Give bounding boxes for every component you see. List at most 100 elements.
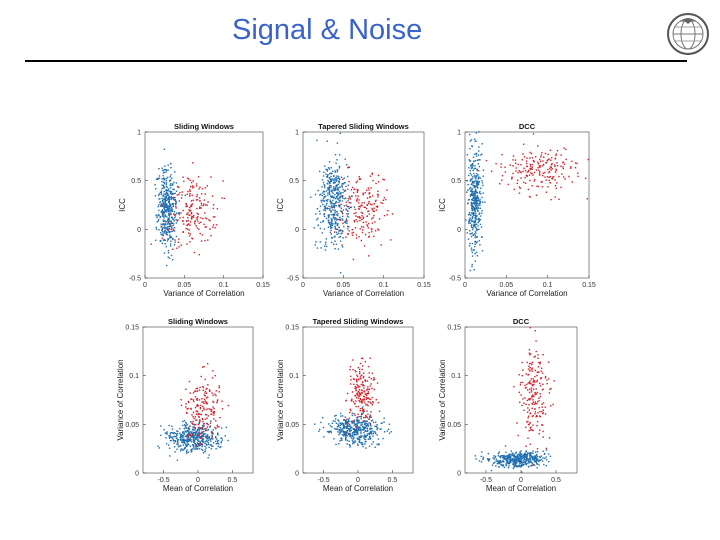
data-point-blue — [472, 190, 474, 193]
data-point-blue — [474, 203, 476, 206]
data-point-red — [178, 213, 180, 216]
data-point-red — [555, 154, 557, 157]
data-point-red — [194, 220, 197, 222]
data-point-red — [333, 231, 336, 233]
data-point-red — [499, 183, 501, 185]
data-point-blue — [474, 194, 476, 196]
data-point-blue — [163, 182, 166, 185]
data-point-blue — [166, 197, 168, 199]
data-point-blue — [351, 422, 353, 424]
data-point-blue — [479, 159, 481, 161]
data-point-blue — [179, 436, 182, 439]
data-point-blue — [154, 184, 156, 186]
data-point-red — [532, 403, 534, 405]
data-point-blue — [383, 421, 385, 423]
data-point-blue — [162, 226, 164, 229]
data-point-blue — [471, 145, 474, 148]
data-point-red — [363, 400, 365, 402]
data-point-blue — [343, 177, 345, 179]
data-point-blue — [162, 234, 164, 236]
data-point-blue — [197, 432, 200, 434]
data-point-red — [359, 398, 362, 401]
data-point-red — [372, 216, 374, 219]
data-point-blue — [356, 432, 358, 434]
data-point-red — [570, 166, 572, 168]
data-point-red — [542, 160, 544, 162]
data-point-blue — [157, 177, 159, 179]
data-point-blue — [386, 430, 389, 432]
data-point-red — [544, 377, 547, 379]
data-point-red — [204, 187, 206, 189]
data-point-red — [189, 205, 192, 208]
data-point-red — [216, 208, 219, 210]
data-point-blue — [356, 434, 358, 436]
data-point-blue — [347, 418, 350, 421]
data-point-red — [539, 363, 541, 365]
data-point-blue — [336, 159, 338, 161]
data-point-blue — [155, 178, 158, 180]
data-point-red — [202, 385, 204, 388]
data-point-blue — [352, 432, 354, 434]
data-point-red — [537, 161, 539, 164]
data-point-red — [495, 162, 497, 165]
data-point-blue — [493, 458, 496, 460]
data-point-blue — [165, 169, 167, 171]
data-point-red — [565, 158, 567, 161]
data-point-blue — [165, 171, 167, 173]
data-point-red — [347, 422, 349, 425]
data-point-red — [364, 233, 367, 236]
data-point-red — [358, 393, 360, 395]
data-point-red — [549, 149, 552, 151]
data-point-red — [543, 156, 545, 158]
data-point-red — [563, 163, 566, 165]
data-point-blue — [179, 432, 181, 435]
data-point-red — [199, 386, 201, 389]
data-point-red — [534, 402, 537, 405]
data-point-blue — [186, 436, 188, 438]
data-point-red — [355, 386, 358, 389]
data-point-blue — [349, 435, 352, 438]
data-point-blue — [351, 414, 354, 417]
data-point-red — [196, 227, 198, 229]
data-point-red — [367, 365, 370, 368]
data-point-red — [375, 182, 377, 185]
data-point-blue — [330, 222, 333, 224]
data-point-blue — [350, 420, 352, 423]
data-point-blue — [330, 211, 332, 213]
data-point-red — [368, 201, 370, 203]
data-point-blue — [358, 428, 360, 431]
data-point-blue — [171, 432, 174, 434]
data-point-blue — [354, 431, 356, 433]
data-point-blue — [470, 164, 472, 166]
data-point-blue — [476, 192, 479, 194]
data-point-red — [500, 166, 502, 168]
data-point-blue — [471, 217, 474, 220]
data-point-red — [359, 362, 362, 365]
data-point-red — [177, 186, 180, 188]
data-point-red — [180, 244, 182, 246]
data-point-blue — [474, 221, 476, 224]
data-point-red — [358, 378, 360, 380]
data-point-blue — [337, 183, 339, 186]
data-point-blue — [363, 421, 365, 423]
data-point-red — [477, 170, 480, 172]
data-point-red — [194, 221, 196, 223]
data-point-red — [188, 229, 190, 231]
data-point-red — [548, 170, 551, 173]
data-point-blue — [529, 453, 532, 455]
data-point-blue — [342, 424, 344, 426]
data-point-red — [534, 369, 537, 372]
data-point-red — [359, 178, 361, 180]
data-point-blue — [515, 464, 518, 467]
data-point-red — [212, 411, 214, 413]
data-point-red — [369, 195, 371, 198]
data-point-blue — [344, 423, 347, 425]
data-point-red — [198, 389, 201, 391]
data-point-blue — [468, 212, 471, 214]
data-point-red — [178, 193, 180, 196]
data-point-red — [209, 422, 212, 424]
data-point-blue — [171, 177, 173, 179]
data-point-red — [189, 240, 191, 243]
data-point-blue — [164, 220, 166, 222]
data-point-blue — [497, 454, 500, 457]
